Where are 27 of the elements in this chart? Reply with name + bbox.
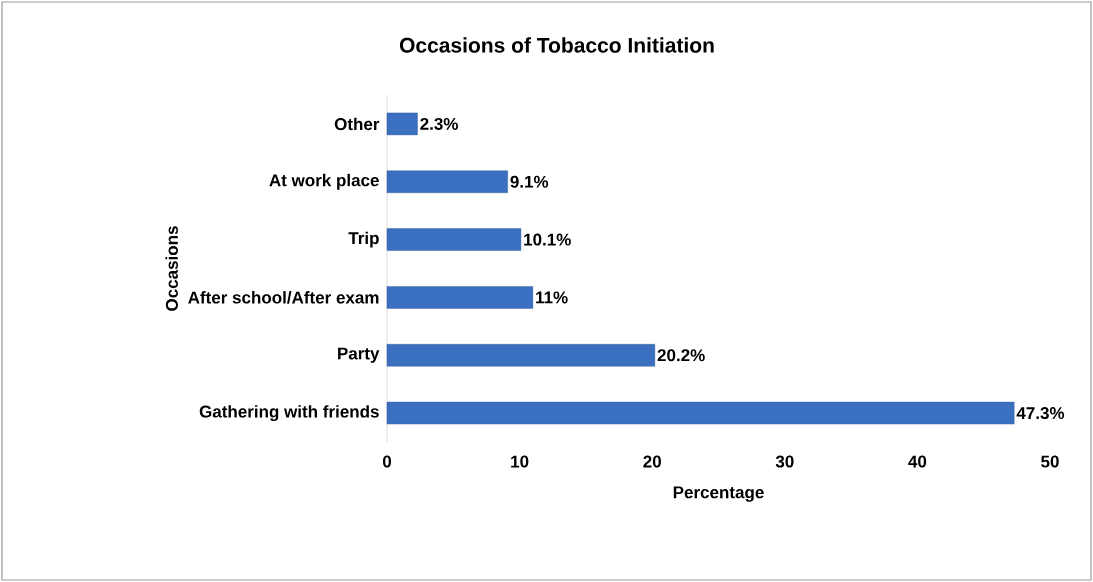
x-tick-label: 40 xyxy=(908,455,927,468)
bar xyxy=(386,170,508,193)
x-tick-label: 0 xyxy=(382,455,392,468)
data-label: 20.2% xyxy=(657,349,705,362)
bar xyxy=(386,286,534,309)
data-label: 11% xyxy=(536,291,568,304)
data-label: 9.1% xyxy=(510,175,549,188)
bar xyxy=(386,401,1015,425)
bar xyxy=(386,228,522,251)
y-tick-label: Party xyxy=(338,347,380,363)
y-tick-label: Other xyxy=(334,117,380,131)
y-tick-label: Gathering with friends xyxy=(199,405,379,422)
bar xyxy=(386,344,656,367)
data-label: 10.1% xyxy=(524,233,571,246)
bar xyxy=(386,112,418,136)
chart-title: Occasions of Tobacco Initiation xyxy=(399,37,714,53)
x-axis-title: Percentage xyxy=(673,486,764,502)
y-axis-title: Occasions xyxy=(165,226,178,311)
x-tick-label: 20 xyxy=(643,455,661,468)
y-tick-label: At work place xyxy=(269,173,379,190)
data-label: 47.3% xyxy=(1016,407,1065,420)
y-tick-label: Trip xyxy=(348,231,379,248)
data-label: 2.3% xyxy=(420,117,458,130)
y-tick-label: After school/After exam xyxy=(188,291,379,304)
x-tick-label: 50 xyxy=(1041,455,1059,468)
x-tick-label: 30 xyxy=(775,455,794,468)
x-tick-label: 10 xyxy=(511,455,529,468)
